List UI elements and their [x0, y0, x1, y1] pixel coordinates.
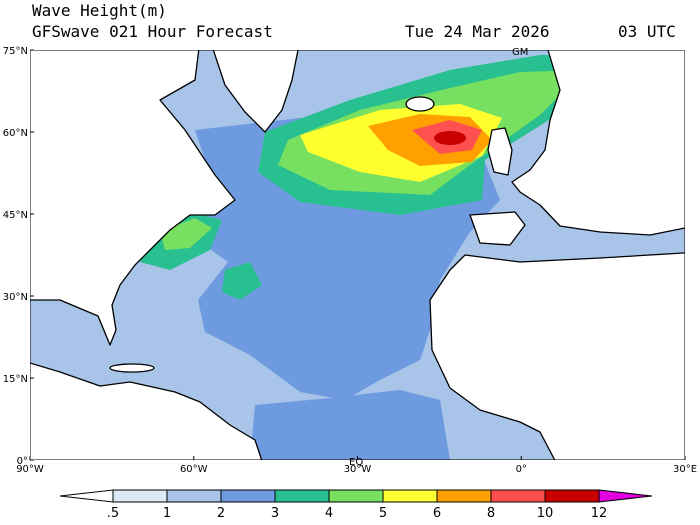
colorbar-box	[544, 489, 600, 503]
lat-label: 45°N	[3, 210, 28, 221]
colorbar-label: 2	[217, 506, 225, 521]
colorbar-box	[112, 489, 168, 503]
colorbar-label: 12	[591, 506, 608, 521]
colorbar-label: 6	[433, 506, 441, 521]
greenland	[212, 50, 299, 133]
title: Wave Height(m)	[32, 1, 167, 20]
lon-label: 30°W	[344, 464, 372, 475]
colorbar-label: 1	[163, 506, 171, 521]
colorbar-label: 8	[487, 506, 495, 521]
colorbar-box	[220, 489, 276, 503]
colorbar-label: 10	[537, 506, 554, 521]
lon-label: 90°W	[16, 464, 44, 475]
colorbar-low	[59, 489, 114, 503]
colorbar-box	[166, 489, 222, 503]
eq-marker: EQ	[349, 457, 363, 468]
colorbar-label: 3	[271, 506, 279, 521]
lat-label: 0°	[17, 456, 28, 467]
iceland	[405, 96, 435, 112]
lat-label: 30°N	[3, 292, 28, 303]
lat-label: 75°N	[3, 46, 28, 57]
lat-label: 15°N	[3, 374, 28, 385]
colorbar-box	[382, 489, 438, 503]
lat-label: 60°N	[3, 128, 28, 139]
colorbar-high	[598, 489, 653, 503]
iberia	[469, 211, 526, 246]
colorbar-box	[274, 489, 330, 503]
subtitle: GFSwave 021 Hour Forecast	[32, 22, 273, 41]
lon-label: 60°W	[180, 464, 208, 475]
north-america	[30, 50, 236, 346]
colorbar-box	[490, 489, 546, 503]
time: 03 UTC	[618, 22, 676, 41]
lon-label: 30°E	[673, 464, 697, 475]
date: Tue 24 Mar 2026	[405, 22, 550, 41]
colorbar-label: .5	[107, 506, 119, 521]
britain	[487, 127, 513, 176]
colorbar-box	[328, 489, 384, 503]
lon-label: 0°	[516, 464, 527, 475]
wave-band	[250, 390, 450, 460]
map-area	[30, 50, 685, 460]
colorbar-box	[436, 489, 492, 503]
europe	[511, 50, 685, 236]
africa	[429, 252, 685, 460]
central-south-america	[30, 362, 263, 460]
colorbar-label: 5	[379, 506, 387, 521]
wave-band	[222, 262, 262, 300]
wave-band	[160, 218, 212, 250]
wave-band	[434, 131, 466, 145]
cuba	[109, 363, 155, 373]
gm-marker: GM	[512, 47, 528, 58]
colorbar-label: 4	[325, 506, 333, 521]
